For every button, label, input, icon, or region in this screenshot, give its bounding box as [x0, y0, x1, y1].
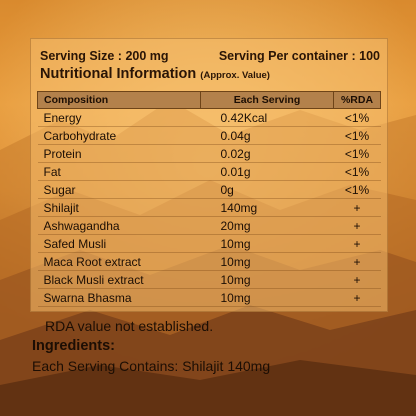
header-composition: Composition: [37, 91, 201, 109]
table-row: Protein 0.02g <1%: [37, 144, 381, 163]
ingredients-text: Each Serving Contains: Shilajit 140mg: [32, 358, 271, 374]
ingredients-title: Ingredients:: [32, 338, 115, 354]
nutrition-table: Composition Each Serving %RDA Energy 0.4…: [37, 91, 381, 307]
row-serving: 20mg: [200, 216, 334, 235]
table-row: Fat 0.01g <1%: [37, 162, 381, 181]
table-row: Ashwagandha 20mg +: [37, 216, 381, 235]
row-composition: Energy: [37, 108, 201, 127]
row-composition: Sugar: [37, 180, 201, 199]
row-rda: <1%: [333, 108, 381, 127]
row-rda: +: [333, 270, 381, 289]
row-composition: Safed Musli: [37, 234, 201, 253]
row-serving: 0.42Kcal: [200, 108, 334, 127]
table-row: Shilajit 140mg +: [37, 198, 381, 217]
table-header-row: Composition Each Serving %RDA: [37, 91, 381, 109]
nutrition-title-text: Nutritional Information: [40, 66, 197, 82]
row-serving: 10mg: [200, 252, 334, 271]
row-composition: Maca Root extract: [37, 252, 201, 271]
nutrition-title: Nutritional Information (Approx. Value): [40, 66, 270, 82]
row-rda: +: [333, 252, 381, 271]
table-row: Carbohydrate 0.04g <1%: [37, 126, 381, 145]
row-rda: <1%: [333, 162, 381, 181]
row-serving: 10mg: [200, 270, 334, 289]
table-row: Maca Root extract 10mg +: [37, 252, 381, 271]
row-rda: +: [333, 198, 381, 217]
row-composition: Carbohydrate: [37, 126, 201, 145]
rda-footnote: RDA value not established.: [45, 318, 214, 334]
row-composition: Swarna Bhasma: [37, 288, 201, 307]
row-rda: +: [333, 288, 381, 307]
row-composition: Shilajit: [37, 198, 201, 217]
row-rda: <1%: [333, 180, 381, 199]
row-serving: 10mg: [200, 288, 334, 307]
row-rda: <1%: [333, 126, 381, 145]
serving-size: Serving Size : 200 mg: [40, 49, 169, 63]
table-row: Swarna Bhasma 10mg +: [37, 288, 381, 307]
row-serving: 140mg: [200, 198, 334, 217]
row-rda: +: [333, 234, 381, 253]
table-row: Energy 0.42Kcal <1%: [37, 108, 381, 127]
row-serving: 10mg: [200, 234, 334, 253]
table-row: Sugar 0g <1%: [37, 180, 381, 199]
row-rda: +: [333, 216, 381, 235]
nutrition-subtitle: (Approx. Value): [200, 70, 270, 81]
row-serving: 0.01g: [200, 162, 334, 181]
table-row: Black Musli extract 10mg +: [37, 270, 381, 289]
header-rda: %RDA: [333, 91, 381, 109]
row-serving: 0g: [200, 180, 334, 199]
row-serving: 0.02g: [200, 144, 334, 163]
row-composition: Ashwagandha: [37, 216, 201, 235]
row-composition: Black Musli extract: [37, 270, 201, 289]
row-composition: Fat: [37, 162, 201, 181]
row-serving: 0.04g: [200, 126, 334, 145]
serving-per-container: Serving Per container : 100: [218, 49, 380, 63]
serving-info: Serving Size : 200 mg Serving Per contai…: [40, 49, 380, 63]
row-composition: Protein: [37, 144, 201, 163]
row-rda: <1%: [333, 144, 381, 163]
header-each-serving: Each Serving: [200, 91, 334, 109]
table-row: Safed Musli 10mg +: [37, 234, 381, 253]
